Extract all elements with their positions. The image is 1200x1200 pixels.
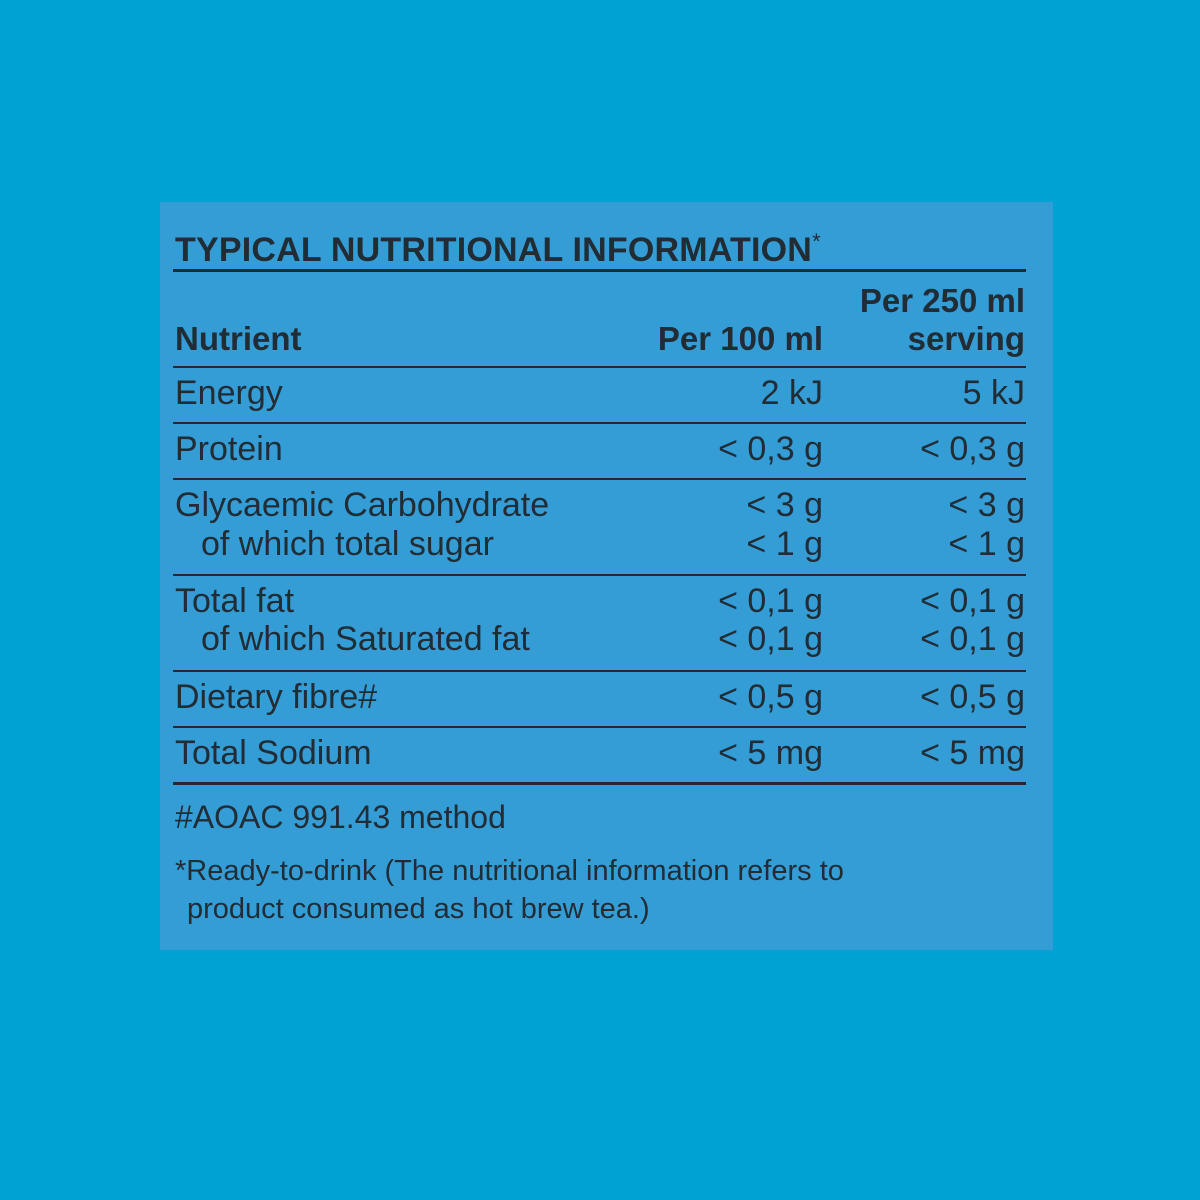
row-energy-per250: 5 kJ <box>962 374 1025 412</box>
row-fibre-per250: < 0,5 g <box>920 678 1025 716</box>
row-carb-name: Glycaemic Carbohydrate <box>175 486 550 524</box>
panel-title: TYPICAL NUTRITIONAL INFORMATION* <box>175 218 1028 274</box>
row-sugar-name: of which total sugar <box>201 525 494 563</box>
row-sodium-per100: < 5 mg <box>718 734 823 772</box>
row-satfat-per250: < 0,1 g <box>920 620 1025 658</box>
row-divider <box>173 478 1026 480</box>
row-carb-per250: < 3 g <box>948 486 1025 524</box>
panel-title-asterisk: * <box>812 229 821 254</box>
footnote-ready-line1: *Ready-to-drink (The nutritional informa… <box>175 855 844 887</box>
row-fat-per250: < 0,1 g <box>920 582 1025 620</box>
nutrition-panel: TYPICAL NUTRITIONAL INFORMATION* Nutrien… <box>160 202 1053 950</box>
row-energy-name: Energy <box>175 374 283 412</box>
row-fat-per100: < 0,1 g <box>718 582 823 620</box>
row-divider <box>173 422 1026 424</box>
row-satfat-name: of which Saturated fat <box>201 620 530 658</box>
row-divider <box>173 574 1026 576</box>
title-divider <box>173 269 1026 272</box>
row-carb-per100: < 3 g <box>746 486 823 524</box>
row-fibre-name: Dietary fibre# <box>175 678 378 716</box>
footnote-ready-line2: product consumed as hot brew tea.) <box>187 893 650 925</box>
row-sugar-per250: < 1 g <box>948 525 1025 563</box>
header-serving: serving <box>907 320 1025 357</box>
header-per-100ml: Per 100 ml <box>657 320 823 357</box>
row-protein-name: Protein <box>175 430 283 468</box>
row-sugar-per100: < 1 g <box>746 525 823 563</box>
table-bottom-divider <box>173 782 1026 785</box>
row-protein-per250: < 0,3 g <box>920 430 1025 468</box>
row-divider <box>173 670 1026 672</box>
panel-title-text: TYPICAL NUTRITIONAL INFORMATION <box>175 231 813 269</box>
footnote-method: #AOAC 991.43 method <box>175 799 506 835</box>
row-protein-per100: < 0,3 g <box>718 430 823 468</box>
row-satfat-per100: < 0,1 g <box>718 620 823 658</box>
row-sodium-per250: < 5 mg <box>920 734 1025 772</box>
header-nutrient: Nutrient <box>175 320 302 357</box>
row-fat-name: Total fat <box>175 582 295 620</box>
row-sodium-name: Total Sodium <box>175 734 372 772</box>
row-divider <box>173 726 1026 728</box>
row-divider <box>173 366 1026 368</box>
row-energy-per100: 2 kJ <box>760 374 823 412</box>
header-per-250ml: Per 250 ml <box>859 282 1025 319</box>
row-fibre-per100: < 0,5 g <box>718 678 823 716</box>
